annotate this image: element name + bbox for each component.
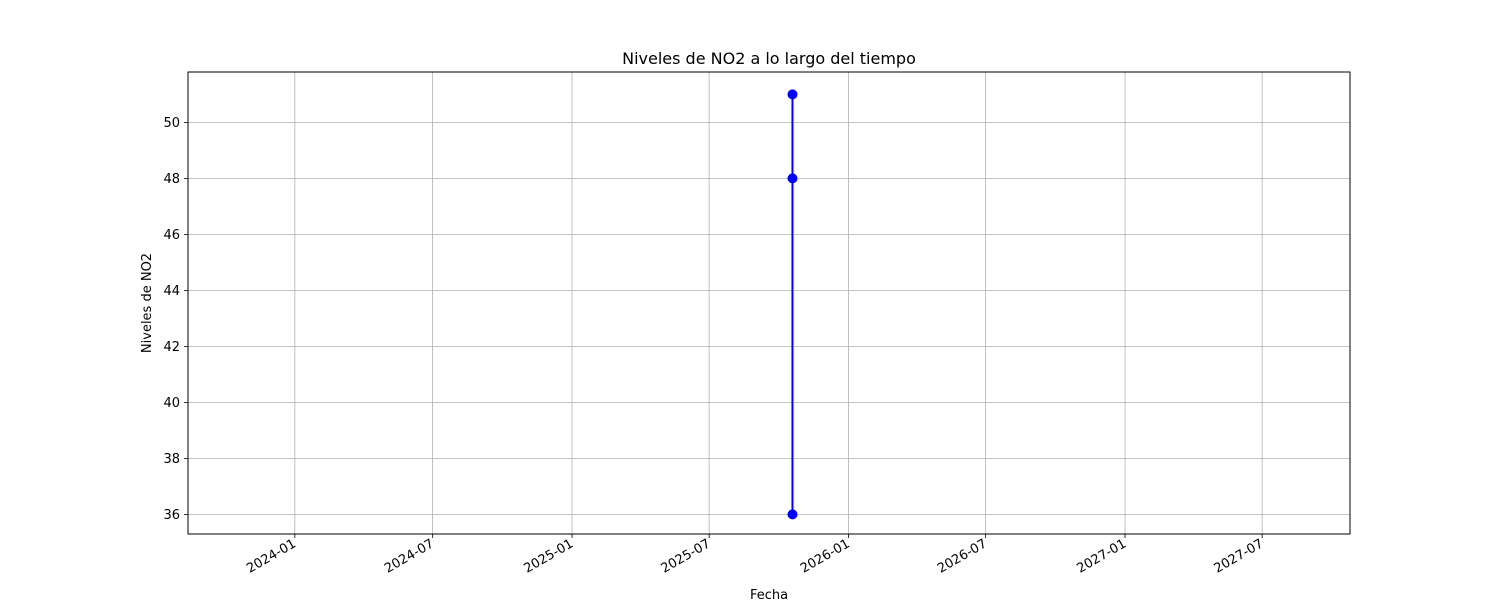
plot-frame — [187, 71, 1351, 535]
grid-layer — [188, 72, 1350, 534]
y-tick-label: 44 — [163, 284, 180, 299]
x-axis-label: Fecha — [750, 588, 788, 600]
y-tick-label: 48 — [163, 172, 180, 187]
y-tick-label: 46 — [163, 228, 180, 243]
y-tick-label: 38 — [163, 452, 180, 467]
y-axis-label: Niveles de NO2 — [140, 253, 155, 353]
data-point — [787, 509, 798, 520]
y-tick-label: 40 — [163, 396, 180, 411]
data-point — [787, 89, 798, 100]
series-layer — [787, 89, 798, 520]
data-point — [787, 173, 798, 184]
y-tick-label: 42 — [163, 340, 180, 355]
y-tick-label: 36 — [163, 508, 180, 523]
y-tick-label: 50 — [163, 116, 180, 131]
chart-title: Niveles de NO2 a lo largo del tiempo — [622, 49, 916, 68]
